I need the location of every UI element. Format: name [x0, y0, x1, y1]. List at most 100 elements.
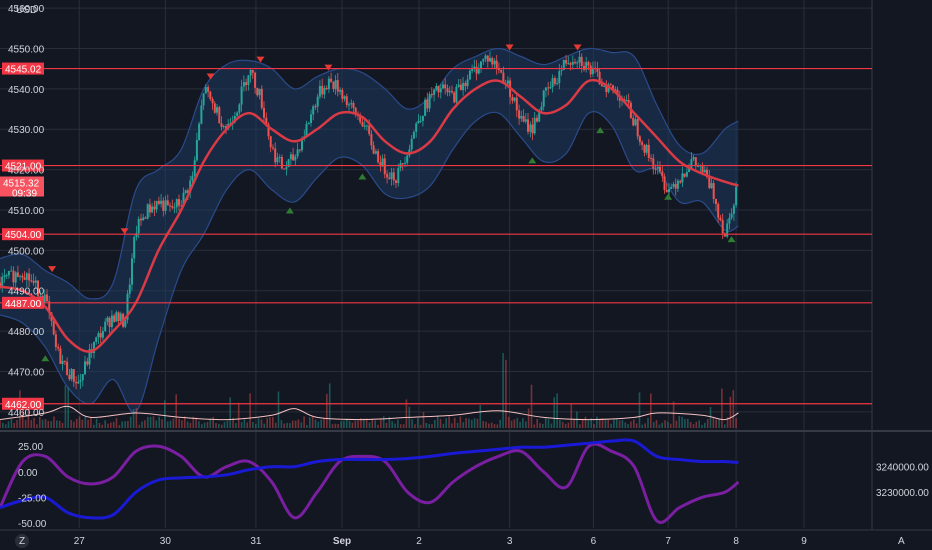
- candle-body: [459, 84, 462, 91]
- volume-bar: [721, 388, 723, 428]
- candle-body: [468, 70, 471, 80]
- candle-body: [475, 66, 478, 74]
- volume-bar: [277, 391, 280, 428]
- candle-body: [412, 132, 415, 139]
- volume-bar: [226, 420, 229, 428]
- candle-body: [193, 160, 196, 176]
- price-tick: 4540.00: [8, 85, 45, 96]
- candle-body: [632, 118, 635, 126]
- candle-body: [587, 62, 590, 66]
- candle-body: [254, 72, 257, 88]
- volume-bar: [269, 417, 271, 428]
- volume-bar: [331, 424, 334, 428]
- countdown-label: 09:39: [12, 189, 37, 200]
- candle-body: [162, 200, 165, 211]
- candle-body: [160, 200, 163, 204]
- volume-bar: [394, 423, 396, 428]
- candle-body: [692, 157, 695, 160]
- candle-body: [240, 86, 243, 105]
- candle-body: [580, 56, 583, 66]
- volume-bar: [652, 422, 655, 428]
- candle-body: [7, 271, 10, 276]
- volume-bar: [388, 416, 391, 428]
- volume-bar: [357, 420, 359, 428]
- volume-bar: [240, 422, 243, 428]
- band-fill: [0, 48, 739, 413]
- candle-body: [126, 293, 129, 320]
- volume-bar: [201, 424, 203, 428]
- footer-left-icon[interactable]: Z: [15, 534, 29, 548]
- candle-body: [685, 172, 688, 177]
- buy-marker: [358, 173, 367, 180]
- candle-body: [75, 381, 78, 384]
- volume-bar: [567, 422, 570, 428]
- candle-body: [117, 312, 120, 321]
- candle-body: [446, 88, 449, 93]
- sell-marker: [120, 228, 129, 235]
- candle-body: [377, 151, 380, 163]
- volume-bar: [303, 416, 305, 428]
- volume-bar: [144, 420, 146, 428]
- volume-bar: [110, 422, 112, 428]
- volume-bar: [581, 419, 584, 428]
- candle-body: [148, 204, 151, 213]
- volume-bar: [220, 424, 223, 428]
- candle-body: [549, 87, 552, 89]
- volume-bar: [436, 416, 439, 428]
- candle-body: [354, 107, 357, 115]
- candle-body: [238, 104, 241, 113]
- volume-bar: [380, 418, 382, 428]
- volume-bar: [584, 416, 587, 428]
- candle-body: [596, 69, 599, 72]
- volume-bar: [363, 418, 365, 428]
- volume-bar: [155, 420, 158, 428]
- volume-bar: [448, 416, 450, 428]
- volume-bar: [391, 421, 393, 428]
- candle-body: [421, 115, 424, 121]
- volume-bar: [178, 418, 180, 428]
- candle-body: [562, 60, 565, 71]
- footer-right-icon[interactable]: A: [898, 536, 905, 547]
- price-tick: 4490.00: [8, 287, 45, 298]
- volume-bar: [237, 402, 240, 428]
- volume-bar: [44, 419, 47, 428]
- candle-body: [43, 294, 46, 303]
- volume-bar: [232, 417, 234, 428]
- volume-bar: [417, 418, 419, 428]
- volume-bar: [118, 425, 121, 428]
- candle-body: [157, 200, 160, 204]
- volume-bar: [53, 416, 55, 428]
- sell-marker: [206, 73, 215, 80]
- bollinger-bands: [0, 47, 739, 414]
- candle-body: [169, 205, 171, 207]
- candle-body: [225, 126, 227, 130]
- candle-body: [560, 70, 563, 72]
- candle-body: [614, 89, 617, 91]
- volume-bar: [306, 425, 308, 428]
- candle-body: [395, 180, 397, 183]
- buy-marker: [596, 127, 605, 134]
- candle-body: [542, 90, 545, 107]
- candle-body: [97, 333, 100, 338]
- candle-body: [451, 90, 453, 93]
- volume-bar: [124, 421, 126, 428]
- volume-bar: [243, 419, 246, 428]
- candle-body: [386, 174, 389, 178]
- volume-bar: [354, 420, 357, 428]
- volume-bar: [73, 421, 75, 428]
- horizontal-levels[interactable]: 4545.02 4521.00 4504.00 4487.00 4462.00: [0, 62, 872, 411]
- volume-bar: [7, 421, 10, 428]
- volume-bar: [499, 419, 501, 428]
- candle-body: [207, 87, 210, 92]
- volume-bar: [104, 420, 106, 428]
- candle-body: [164, 200, 167, 211]
- level-label: 4545.02: [5, 65, 42, 76]
- candle-body: [379, 162, 382, 167]
- candle-body: [663, 176, 666, 190]
- volume-bar: [10, 419, 13, 428]
- volume-bar: [687, 418, 689, 428]
- volume-bar: [624, 422, 627, 428]
- candle-body: [110, 315, 113, 328]
- volume-bar: [633, 419, 635, 428]
